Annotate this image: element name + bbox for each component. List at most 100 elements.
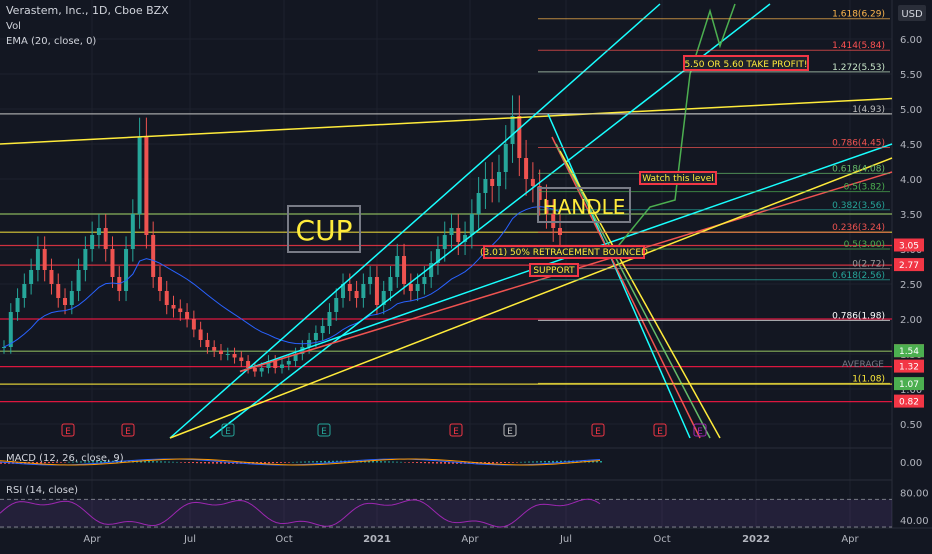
macd-histogram-bar <box>540 461 542 463</box>
fib-level-label: 1(1.08) <box>852 374 885 384</box>
macd-histogram-bar <box>504 462 506 463</box>
macd-histogram-bar <box>244 462 246 464</box>
macd-histogram-bar <box>108 460 110 463</box>
candle-body <box>252 368 257 372</box>
macd-histogram-bar <box>316 461 318 463</box>
macd-histogram-bar <box>292 461 294 463</box>
candle-body <box>171 305 176 309</box>
candle-body <box>15 298 20 312</box>
currency-button[interactable] <box>898 5 926 21</box>
macd-histogram-bar <box>560 460 562 463</box>
macd-histogram-bar <box>160 461 162 463</box>
macd-histogram-bar <box>324 460 326 463</box>
macd-histogram-bar <box>448 462 450 464</box>
candle-body <box>218 350 223 354</box>
candle-body <box>496 172 501 186</box>
fib-level-label: 0.382(3.56) <box>832 201 885 211</box>
price-badge <box>894 394 924 408</box>
channel-line-mid <box>209 3 771 439</box>
candle-body <box>313 333 318 340</box>
y-tick-label: 4.50 <box>900 140 922 151</box>
macd-histogram-bar <box>436 462 438 464</box>
earnings-marker-label: E <box>125 427 131 437</box>
macd-histogram-bar <box>396 461 398 463</box>
candle-body <box>178 308 183 312</box>
earnings-marker <box>121 423 135 437</box>
earnings-marker-label: E <box>657 427 663 437</box>
candle-body <box>42 249 47 270</box>
rsi-label: RSI (14, close) <box>6 485 78 496</box>
candle-body <box>361 284 366 298</box>
candle-body <box>463 235 468 242</box>
candle-body <box>530 179 535 186</box>
y-tick-label: 1.00 <box>900 385 922 396</box>
macd-histogram-bar <box>268 462 270 464</box>
resistance-trendline <box>0 97 893 145</box>
macd-histogram-bar <box>532 461 534 463</box>
macd-histogram-bar <box>432 462 434 464</box>
price-badge <box>894 344 924 358</box>
handle-line-1 <box>547 113 691 439</box>
macd-histogram-bar <box>64 462 66 463</box>
macd-histogram-bar <box>0 462 2 464</box>
macd-histogram-bar <box>492 462 494 464</box>
candle-body <box>232 354 237 358</box>
earnings-marker <box>221 423 235 437</box>
macd-histogram-bar <box>88 461 90 463</box>
earnings-marker <box>61 423 75 437</box>
macd-histogram-bar <box>264 462 266 464</box>
candle-body <box>76 270 81 291</box>
macd-histogram-bar <box>68 461 70 463</box>
price-badge-label: 2.77 <box>899 261 919 271</box>
macd-histogram-bar <box>92 461 94 463</box>
earnings-marker-label: E <box>453 427 459 437</box>
candle-body <box>476 193 481 214</box>
price-badge-label: 1.32 <box>899 363 919 373</box>
candle-body <box>395 256 400 277</box>
macd-histogram-bar <box>312 461 314 463</box>
earnings-marker-label: E <box>225 427 231 437</box>
macd-histogram-bar <box>328 460 330 463</box>
rsi-tick-label: 80.00 <box>900 489 929 500</box>
support-label: SUPPORT <box>533 266 575 276</box>
candle-body <box>469 214 474 235</box>
earnings-marker <box>449 423 463 437</box>
candle-body <box>293 354 298 361</box>
macd-histogram-bar <box>556 460 558 463</box>
candle-body <box>449 228 454 235</box>
candle-body <box>29 270 34 284</box>
candle-body <box>2 347 6 348</box>
candle-body <box>273 361 278 368</box>
fib-level-label: 1.414(5.84) <box>832 41 885 51</box>
candle-body <box>347 284 352 291</box>
price-badge <box>894 377 924 391</box>
candle-body <box>144 137 149 235</box>
macd-histogram-bar <box>180 462 182 463</box>
macd-histogram-bar <box>40 462 42 464</box>
price-badge-label: 1.07 <box>899 380 919 390</box>
macd-histogram-bar <box>304 461 306 463</box>
price-badge <box>894 238 924 252</box>
macd-histogram-bar <box>576 460 578 463</box>
macd-histogram-bar <box>196 462 198 464</box>
y-tick-label: 4.00 <box>900 175 922 186</box>
fib-level-label: 0.5(3.00) <box>844 240 885 250</box>
fib-level-label: 0.618(2.56) <box>832 271 885 281</box>
candle-body <box>63 298 68 305</box>
candle-body <box>368 277 373 284</box>
macd-histogram-bar <box>176 461 178 463</box>
macd-histogram-bar <box>404 462 406 463</box>
ema-line <box>3 206 561 348</box>
macd-signal-line <box>0 458 601 466</box>
macd-histogram-bar <box>156 461 158 463</box>
candle-body <box>442 235 447 249</box>
candle-body <box>524 158 529 179</box>
x-tick-label: Oct <box>275 534 292 545</box>
macd-histogram-bar <box>204 462 206 464</box>
macd-histogram-bar <box>80 461 82 463</box>
fib-level-label: 0(2.72) <box>852 260 885 270</box>
macd-histogram-bar <box>524 461 526 463</box>
macd-histogram-bar <box>280 462 282 463</box>
candle-body <box>435 249 440 263</box>
